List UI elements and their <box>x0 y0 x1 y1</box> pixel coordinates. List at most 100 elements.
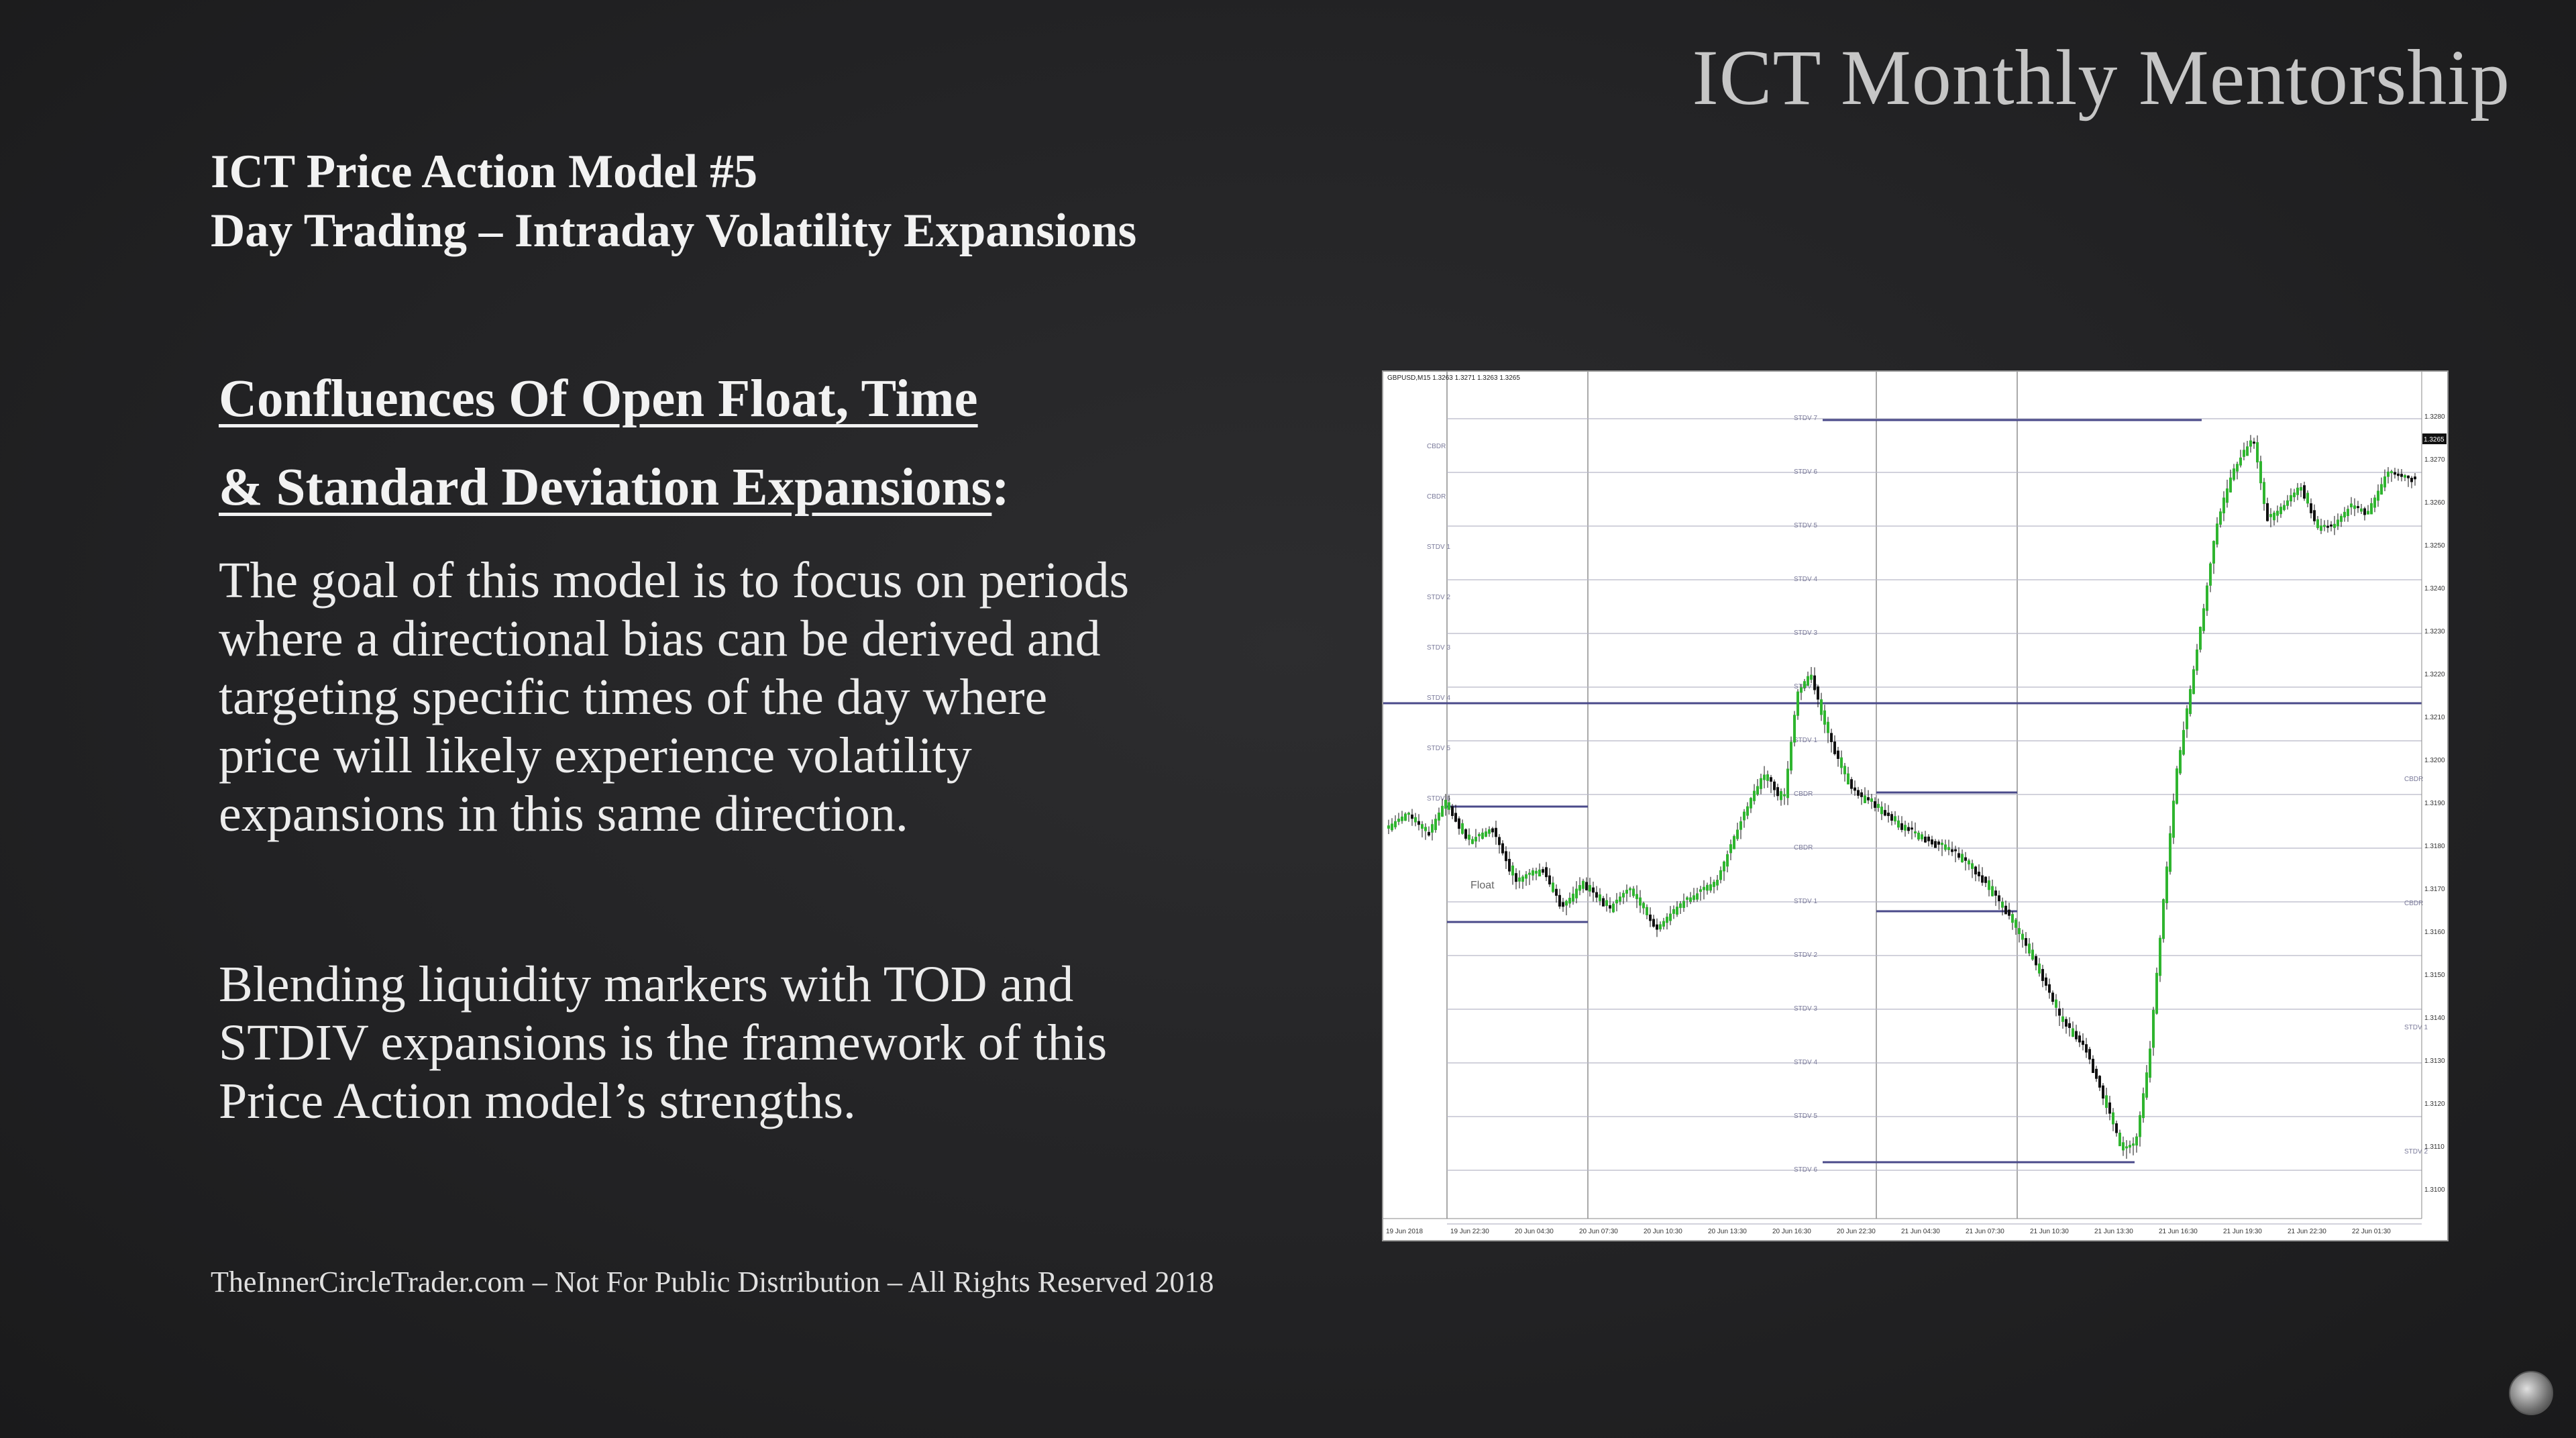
candle-body <box>1830 733 1833 742</box>
candle-body <box>2176 768 2178 804</box>
candle-body <box>1407 813 1410 815</box>
candle-body <box>1568 897 1571 904</box>
framework-paragraph: Blending liquidity markers with TOD and … <box>219 956 1108 1129</box>
candle-body <box>1441 805 1444 817</box>
slide-title-line-2: Day Trading – Intraday Volatility Expans… <box>211 205 1137 257</box>
candle-body <box>2209 563 2212 586</box>
candle-body <box>2316 519 2319 528</box>
candle-body <box>1746 806 1749 816</box>
stdv-label: STDV 7 <box>1794 415 1817 422</box>
candle-body <box>1612 903 1615 913</box>
candle-body <box>1528 872 1531 875</box>
candle-body <box>1854 787 1856 791</box>
candle-body <box>1934 841 1937 848</box>
candle-body <box>2360 508 2363 512</box>
candle-body <box>2162 899 2165 939</box>
candle-body <box>1458 818 1460 829</box>
candle-body <box>2249 440 2252 447</box>
time-label: 20 Jun 04:30 <box>1515 1228 1554 1235</box>
candle-body <box>1656 924 1658 930</box>
candle-body <box>1582 880 1585 889</box>
candle-body <box>1495 827 1497 837</box>
stdv-label: STDV 2 <box>2404 1148 2428 1155</box>
candle-body <box>2199 627 2202 650</box>
candle-body <box>1783 794 1786 797</box>
candle-body <box>2363 508 2366 515</box>
candle-body <box>1924 836 1927 843</box>
candle-body <box>2115 1123 2118 1133</box>
candle-body <box>2219 511 2222 525</box>
candle-body <box>1998 895 2000 901</box>
candle-body <box>2085 1044 2088 1053</box>
candle-body <box>1766 774 1769 781</box>
candle-body <box>1474 837 1477 841</box>
price-label: 1.3210 <box>2424 714 2445 721</box>
candle-body <box>2152 1010 2155 1048</box>
candle-body <box>2098 1076 2101 1088</box>
stdv-label: CBDR <box>1427 443 1446 450</box>
candle-body <box>2410 478 2413 482</box>
candle-body <box>2300 486 2302 491</box>
candle-body <box>1448 802 1450 810</box>
candle-body <box>1817 686 1819 700</box>
candle-body <box>2387 471 2390 477</box>
candle-body <box>2129 1145 2131 1148</box>
candle-body <box>1599 894 1601 901</box>
candle-body <box>1454 813 1457 822</box>
candle-body <box>2273 512 2275 521</box>
candle-body <box>1890 814 1893 821</box>
candle-body <box>1562 902 1564 907</box>
candle-body <box>2011 914 2014 923</box>
candle-body <box>1397 819 1400 822</box>
time-label: 20 Jun 07:30 <box>1579 1228 1618 1235</box>
price-chart-svg: STDV 7 STDV 6 STDV 5 STDV 4 STDV 3 STDV 2 STDV… <box>1383 372 2447 1235</box>
stdv-label: CBDR <box>2404 900 2423 907</box>
candle-body <box>2407 475 2410 478</box>
candle-body <box>1605 900 1608 907</box>
candle-body <box>2347 509 2349 517</box>
candle-body <box>1780 790 1782 801</box>
candle-body <box>2306 493 2309 504</box>
price-label: 1.3250 <box>2424 542 2445 550</box>
candle-body <box>1840 757 1843 768</box>
candle-body <box>1679 903 1682 909</box>
price-label: 1.3280 <box>2424 413 2445 421</box>
candle-body <box>1793 715 1796 743</box>
candle-body <box>2051 992 2054 1002</box>
candle-body <box>2296 487 2299 495</box>
candle-body <box>1532 870 1534 876</box>
candle-body <box>1823 710 1826 725</box>
candle-body <box>1646 907 1648 915</box>
candle-body <box>2182 729 2185 755</box>
candle-body <box>2357 506 2359 509</box>
candle-body <box>2048 984 2051 993</box>
candle-body <box>2165 866 2168 903</box>
candle-body <box>1444 800 1447 809</box>
candle-body <box>2095 1068 2098 1079</box>
candle-body <box>1991 886 1994 896</box>
candle-body <box>1951 849 1953 852</box>
candle-body <box>2256 442 2259 463</box>
price-label: 1.3100 <box>2424 1186 2445 1194</box>
candle-body <box>1689 897 1692 903</box>
candle-body <box>2061 1016 2064 1022</box>
stdv-label: STDV 2 <box>1794 952 1817 959</box>
candle-body <box>1978 872 1980 876</box>
candle-body <box>1471 839 1474 844</box>
candle-body <box>1971 863 1974 869</box>
candle-body <box>1927 836 1930 841</box>
time-label: 21 Jun 13:30 <box>2094 1228 2133 1235</box>
candle-body <box>1961 854 1964 862</box>
candle-body <box>1743 811 1746 821</box>
candle-body <box>2353 505 2356 509</box>
candle-body <box>2310 503 2312 513</box>
candle-body <box>1706 884 1709 891</box>
candle-body <box>2192 669 2195 695</box>
candle-body <box>1907 827 1910 831</box>
price-label: 1.3160 <box>2424 929 2445 936</box>
candle-body <box>1699 889 1702 892</box>
candle-body <box>1941 842 1943 845</box>
time-label: 20 Jun 22:30 <box>1837 1228 1876 1235</box>
candle-body <box>1555 888 1558 896</box>
candle-body <box>1739 821 1742 830</box>
